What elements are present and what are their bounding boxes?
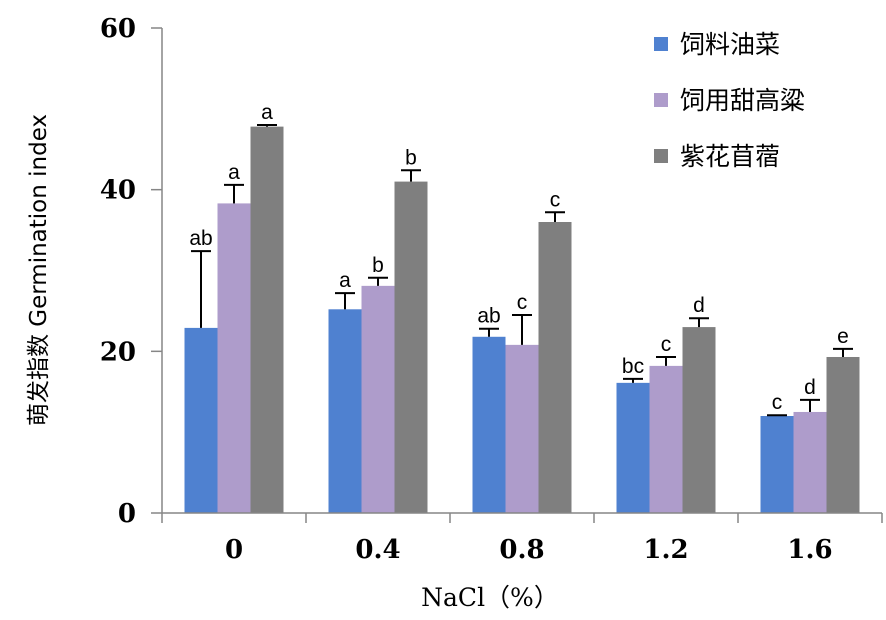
bar: [328, 309, 362, 513]
significance-label: b: [405, 146, 417, 169]
significance-label: bc: [622, 355, 644, 378]
legend-label: 饲料油菜: [680, 30, 780, 59]
x-tick-label: 0: [225, 535, 243, 565]
legend-swatch: [654, 93, 668, 107]
x-tick-label: 0.4: [355, 535, 400, 565]
x-tick-label: 1.6: [787, 535, 832, 565]
significance-label: c: [517, 291, 528, 314]
bar: [472, 336, 506, 513]
significance-label: ab: [189, 227, 212, 250]
x-tick-label: 1.2: [643, 535, 688, 565]
bar: [250, 126, 284, 513]
y-tick-label: 40: [100, 176, 136, 206]
significance-label: e: [837, 325, 849, 348]
legend-label: 紫花苜蓿: [680, 142, 780, 171]
legend-label: 饲用甜高粱: [680, 86, 805, 115]
y-axis-label: 萌发指数 Germination index: [26, 114, 52, 426]
significance-label: d: [693, 294, 705, 317]
bar: [826, 356, 860, 513]
significance-label: a: [228, 161, 240, 184]
bar: [616, 382, 650, 513]
bar: [793, 411, 827, 513]
bar: [217, 203, 251, 514]
bar: [505, 344, 539, 513]
legend-swatch: [654, 149, 668, 163]
bar: [649, 365, 683, 513]
x-tick-label: 0.8: [499, 535, 544, 565]
bar: [361, 285, 395, 513]
significance-label: a: [339, 269, 351, 292]
significance-label: b: [372, 254, 384, 277]
bar: [394, 181, 428, 514]
significance-label: c: [550, 188, 561, 211]
bar: [760, 416, 794, 513]
significance-label: a: [261, 101, 273, 124]
significance-label: c: [772, 391, 783, 414]
y-tick-label: 0: [118, 499, 136, 529]
significance-label: d: [804, 376, 816, 399]
legend-swatch: [654, 37, 668, 51]
bar: [184, 327, 218, 513]
significance-label: ab: [477, 305, 500, 328]
y-tick-label: 60: [100, 14, 136, 44]
bar: [682, 327, 716, 513]
y-tick-label: 20: [100, 337, 136, 367]
x-axis-label: NaCl（%）: [421, 583, 559, 612]
significance-label: c: [661, 333, 672, 356]
bar: [538, 222, 572, 513]
